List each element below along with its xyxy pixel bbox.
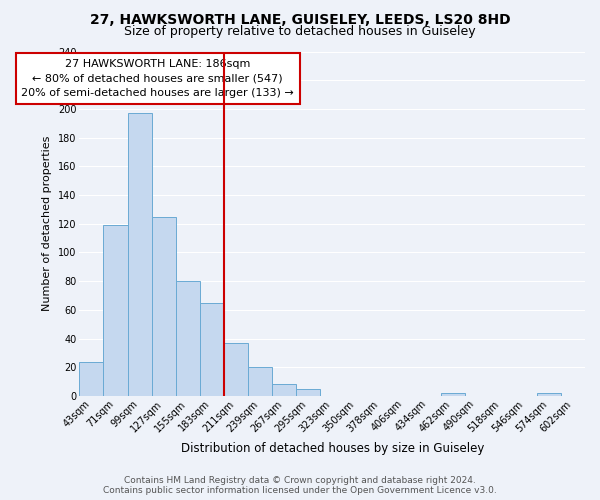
Bar <box>272 384 296 396</box>
Y-axis label: Number of detached properties: Number of detached properties <box>43 136 52 312</box>
Bar <box>103 225 128 396</box>
Bar <box>79 362 103 396</box>
Text: 27 HAWKSWORTH LANE: 186sqm
← 80% of detached houses are smaller (547)
20% of sem: 27 HAWKSWORTH LANE: 186sqm ← 80% of deta… <box>21 58 294 98</box>
Bar <box>537 393 561 396</box>
Text: 27, HAWKSWORTH LANE, GUISELEY, LEEDS, LS20 8HD: 27, HAWKSWORTH LANE, GUISELEY, LEEDS, LS… <box>89 12 511 26</box>
X-axis label: Distribution of detached houses by size in Guiseley: Distribution of detached houses by size … <box>181 442 484 455</box>
Bar <box>176 281 200 396</box>
Bar <box>152 216 176 396</box>
Bar <box>440 393 464 396</box>
Bar <box>200 302 224 396</box>
Text: Contains HM Land Registry data © Crown copyright and database right 2024.
Contai: Contains HM Land Registry data © Crown c… <box>103 476 497 495</box>
Bar <box>248 368 272 396</box>
Bar <box>128 113 152 396</box>
Text: Size of property relative to detached houses in Guiseley: Size of property relative to detached ho… <box>124 25 476 38</box>
Bar <box>296 389 320 396</box>
Bar <box>224 343 248 396</box>
